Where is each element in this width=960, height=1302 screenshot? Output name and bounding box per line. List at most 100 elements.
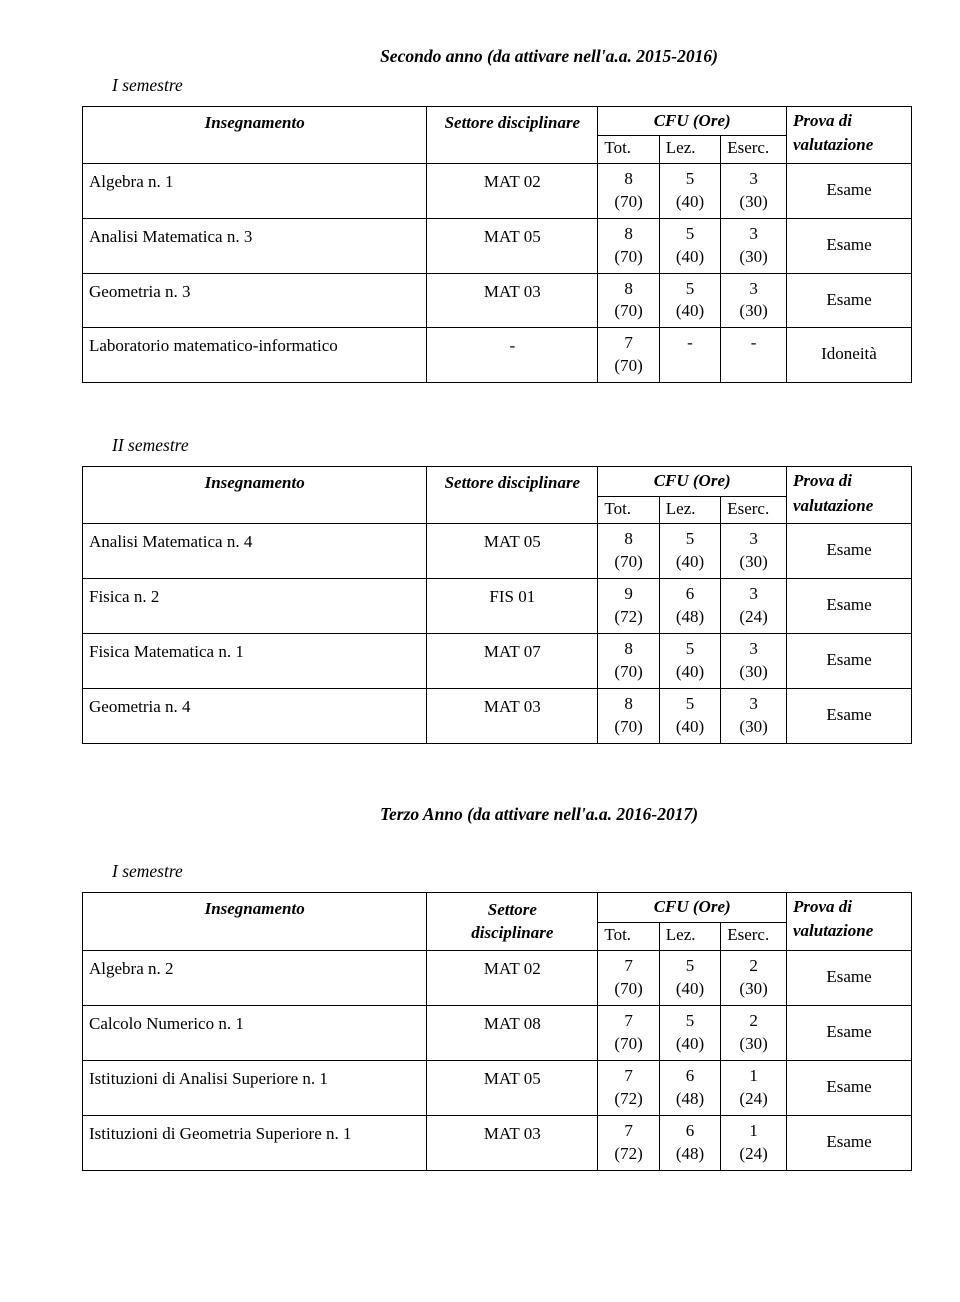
prova: Esame [786, 1061, 911, 1116]
tot-a: 8 [624, 224, 633, 243]
course-name: Analisi Matematica n. 3 [83, 218, 427, 273]
lez-b: (48) [676, 607, 704, 626]
hdr-eserc: Eserc. [721, 923, 786, 949]
course-name: Laboratorio matematico-informatico [83, 328, 427, 383]
prova: Esame [786, 218, 911, 273]
table-row: Fisica Matematica n. 1 MAT 07 8(70) 5(40… [83, 633, 912, 688]
tot-b: (72) [614, 1089, 642, 1108]
lez-a: 6 [686, 1066, 695, 1085]
table-row: Calcolo Numerico n. 1 MAT 08 7(70) 5(40)… [83, 1006, 912, 1061]
hdr-insegnamento: Insegnamento [83, 467, 426, 499]
hdr-lez: Lez. [660, 136, 720, 162]
prova: Esame [786, 688, 911, 743]
ese-b: (30) [739, 192, 767, 211]
ese-b: (30) [739, 717, 767, 736]
tot-b: (70) [614, 717, 642, 736]
year2-sem1-table: Insegnamento Settore disciplinare CFU (O… [82, 106, 912, 383]
ese-b: (24) [739, 607, 767, 626]
tot-a: 8 [624, 169, 633, 188]
hdr-lez: Lez. [660, 923, 720, 949]
hdr-eserc: Eserc. [721, 136, 786, 162]
prova: Idoneità [786, 328, 911, 383]
ese-b: (30) [739, 1034, 767, 1053]
course-name: Calcolo Numerico n. 1 [83, 1006, 427, 1061]
lez-b: (40) [676, 247, 704, 266]
lez-a: 5 [686, 639, 695, 658]
table-row: Algebra n. 2 MAT 02 7(70) 5(40) 2(30) Es… [83, 951, 912, 1006]
course-name: Fisica n. 2 [83, 578, 427, 633]
tot-a: 7 [624, 1066, 633, 1085]
year2-title: Secondo anno (da attivare nell'a.a. 2015… [82, 46, 916, 67]
hdr-lez: Lez. [660, 497, 720, 523]
table-row: Geometria n. 3 MAT 03 8(70) 5(40) 3(30) … [83, 273, 912, 328]
lez-a: 5 [686, 1011, 695, 1030]
tot-a: 7 [624, 1121, 633, 1140]
hdr-settore: Settore disciplinare [427, 467, 597, 499]
lez-a: 5 [686, 169, 695, 188]
prova: Esame [786, 163, 911, 218]
tot-a: 7 [624, 1011, 633, 1030]
lez-b: (40) [676, 552, 704, 571]
ese-b: (30) [739, 247, 767, 266]
lez-a: 5 [686, 956, 695, 975]
hdr-settore: Settore disciplinare [427, 107, 597, 139]
tot-b: (72) [614, 607, 642, 626]
course-name: Fisica Matematica n. 1 [83, 633, 427, 688]
hdr-insegnamento: Insegnamento [83, 893, 426, 925]
hdr-cfu: CFU (Ore) [598, 893, 786, 921]
lez-a: 6 [686, 1121, 695, 1140]
course-name: Geometria n. 3 [83, 273, 427, 328]
lez-a: 5 [686, 224, 695, 243]
table-row: Istituzioni di Geometria Superiore n. 1 … [83, 1116, 912, 1171]
course-settore: MAT 05 [427, 218, 598, 273]
ese-b: (24) [739, 1089, 767, 1108]
table-row: Istituzioni di Analisi Superiore n. 1 MA… [83, 1061, 912, 1116]
tot-b: (70) [614, 979, 642, 998]
prova: Esame [786, 1116, 911, 1171]
course-settore: MAT 03 [427, 1116, 598, 1171]
ese-a: 3 [749, 584, 758, 603]
hdr-prova2: valutazione [787, 492, 911, 516]
year3-title: Terzo Anno (da attivare nell'a.a. 2016-2… [82, 804, 916, 825]
ese-a: 3 [749, 694, 758, 713]
lez-b: (48) [676, 1089, 704, 1108]
ese-a: 3 [749, 279, 758, 298]
lez-a: 6 [686, 584, 695, 603]
lez-b: (48) [676, 1144, 704, 1163]
prova: Esame [786, 578, 911, 633]
ese-a: 3 [749, 639, 758, 658]
hdr-insegnamento: Insegnamento [83, 107, 426, 139]
course-name: Istituzioni di Analisi Superiore n. 1 [83, 1061, 427, 1116]
year2-sem2-table: Insegnamento Settore disciplinare CFU (O… [82, 466, 912, 743]
lez-a: 5 [686, 694, 695, 713]
tot-a: 8 [624, 279, 633, 298]
hdr-eserc: Eserc. [721, 497, 786, 523]
hdr-tot: Tot. [598, 136, 658, 162]
course-name: Algebra n. 1 [83, 163, 427, 218]
course-settore: MAT 05 [427, 524, 598, 579]
lez-b: (40) [676, 717, 704, 736]
hdr-cfu: CFU (Ore) [598, 107, 786, 135]
year2-sem2-title: II semestre [112, 435, 916, 456]
lez-a: 5 [686, 529, 695, 548]
course-settore: - [427, 328, 598, 383]
hdr-settore: Settore disciplinare [427, 893, 597, 951]
course-settore: MAT 03 [427, 688, 598, 743]
lez-a: 5 [686, 279, 695, 298]
tot-b: (72) [614, 1144, 642, 1163]
ese-a: 3 [749, 224, 758, 243]
tot-b: (70) [614, 356, 642, 375]
table-row: Geometria n. 4 MAT 03 8(70) 5(40) 3(30) … [83, 688, 912, 743]
tot-b: (70) [614, 1034, 642, 1053]
hdr-prova2: valutazione [787, 131, 911, 155]
tot-b: (70) [614, 662, 642, 681]
tot-a: 9 [624, 584, 633, 603]
hdr-cfu: CFU (Ore) [598, 467, 786, 495]
prova: Esame [786, 273, 911, 328]
hdr-tot: Tot. [598, 923, 658, 949]
table-row: Algebra n. 1 MAT 02 8(70) 5(40) 3(30) Es… [83, 163, 912, 218]
lez-b: (40) [676, 979, 704, 998]
table-row: Fisica n. 2 FIS 01 9(72) 6(48) 3(24) Esa… [83, 578, 912, 633]
ese-a: 1 [749, 1066, 758, 1085]
tot-a: 8 [624, 639, 633, 658]
